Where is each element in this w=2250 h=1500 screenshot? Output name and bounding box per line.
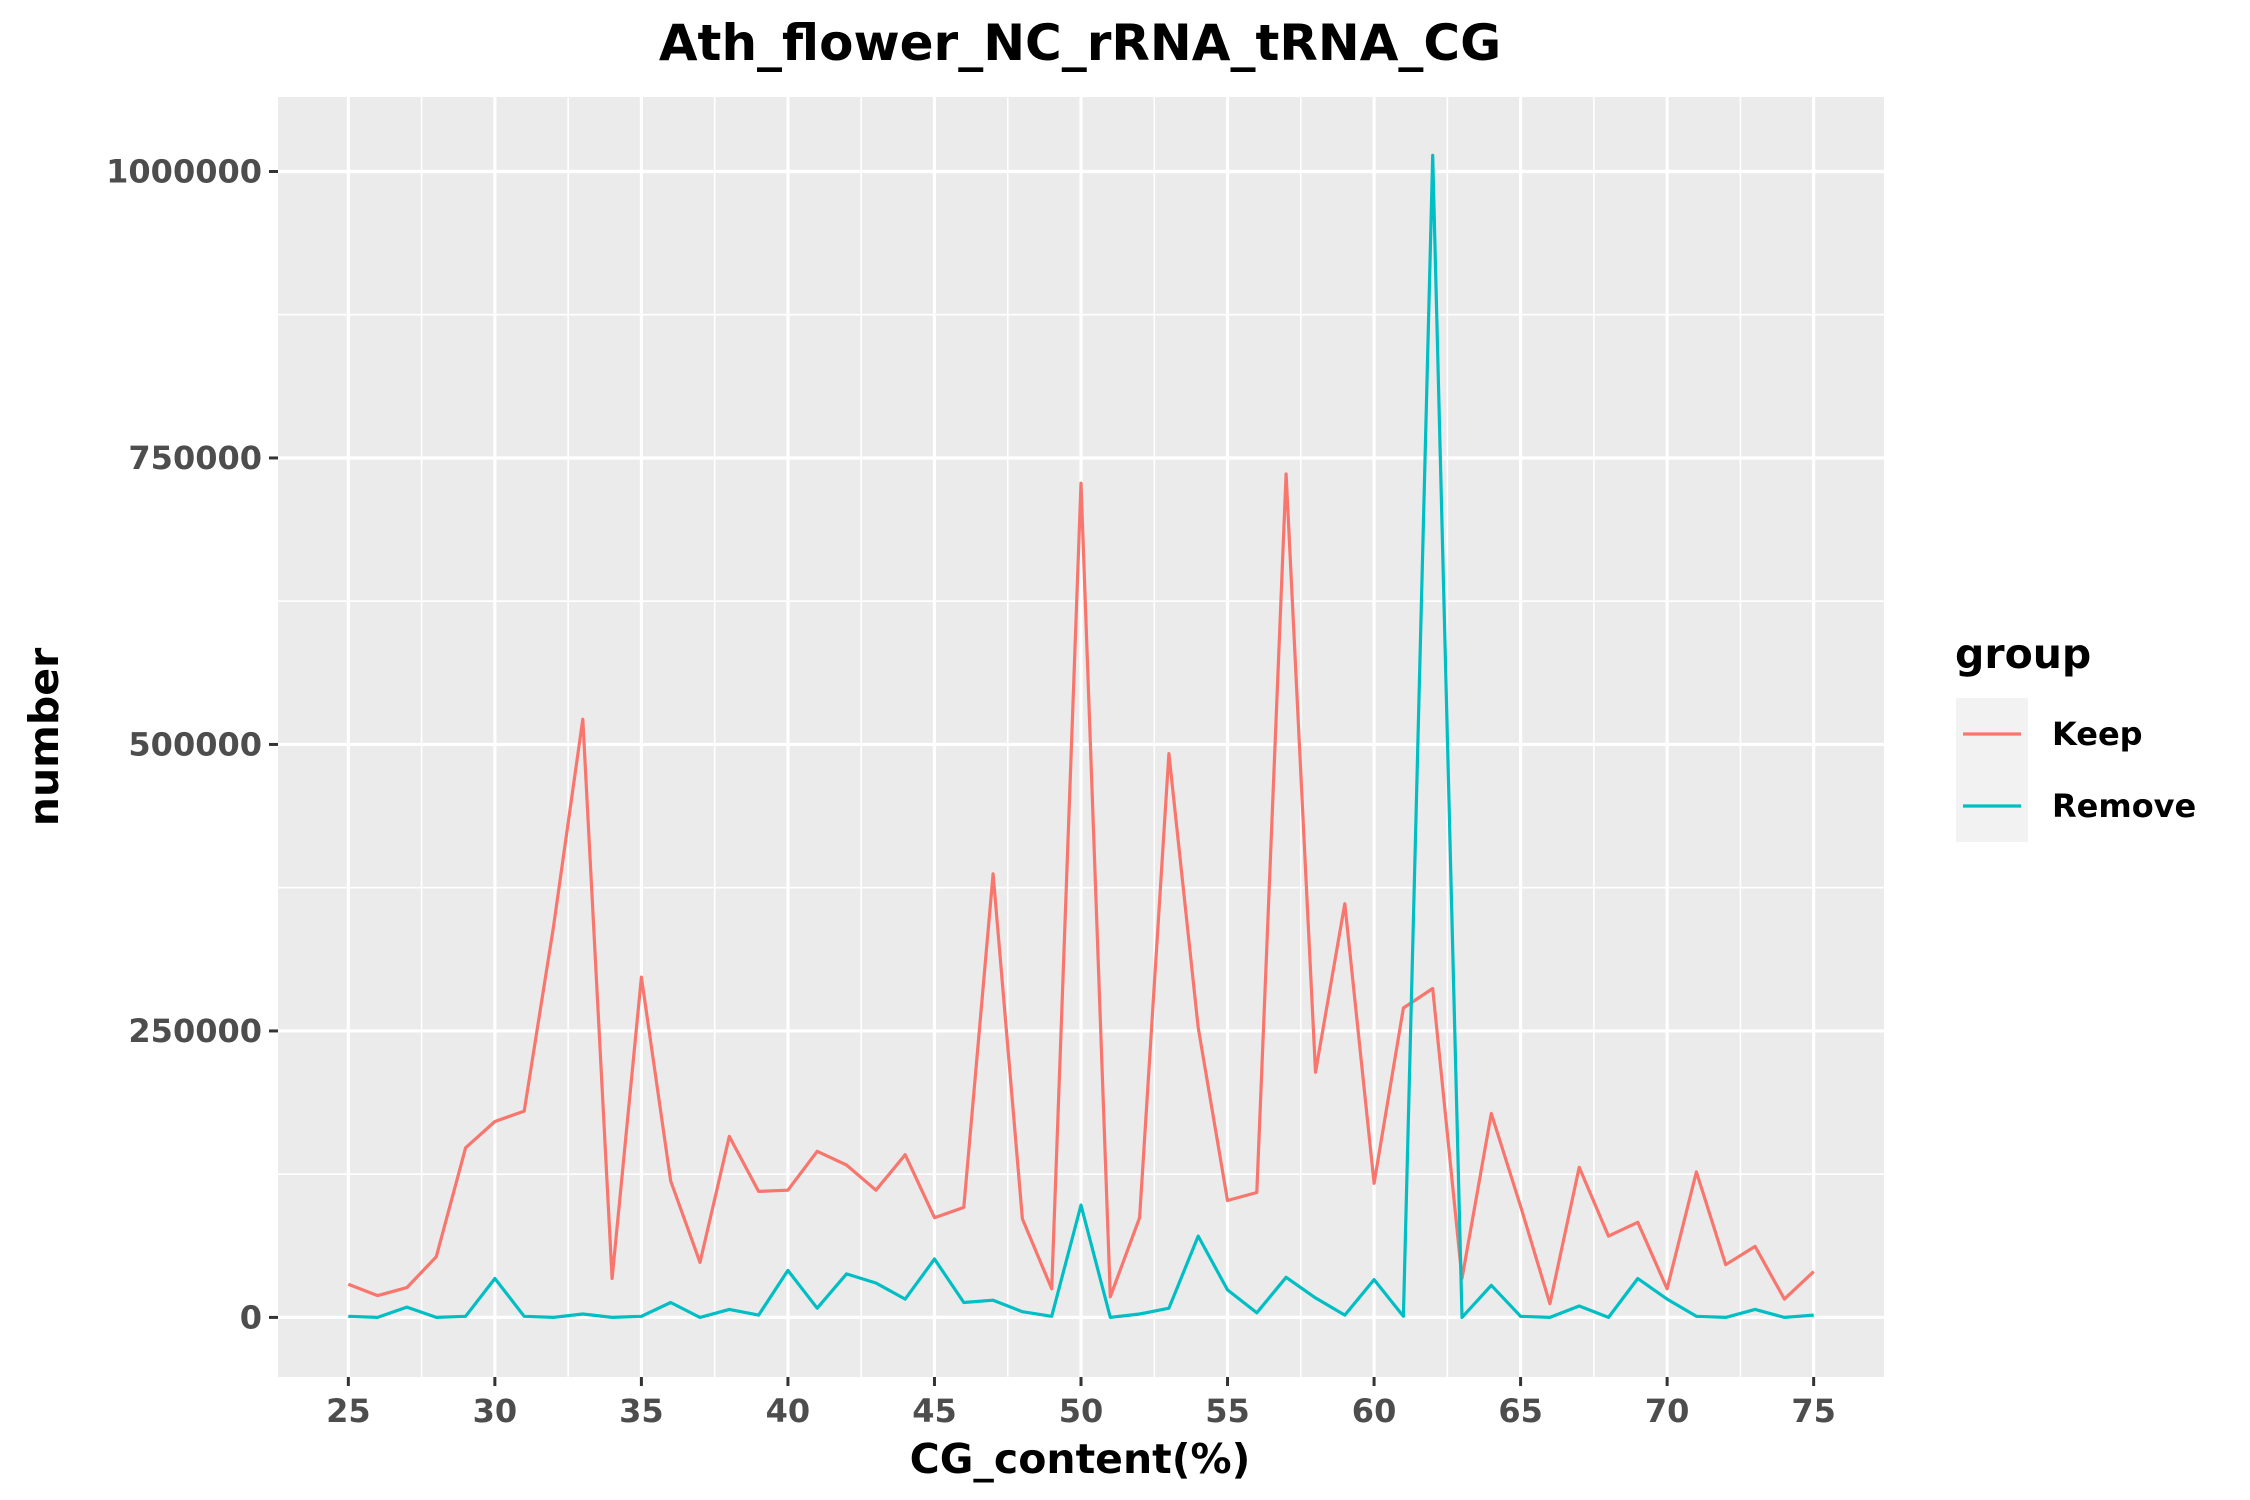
- major-gridlines: [278, 97, 1884, 1377]
- series-layer: [347, 153, 1815, 1320]
- y-tick-label: 500000: [128, 725, 262, 763]
- y-tick-label: 250000: [128, 1012, 262, 1050]
- legend-key-background: [1956, 698, 2028, 842]
- y-axis: 0 250000 500000 750000 1000000: [106, 152, 278, 1336]
- series-line-remove: [348, 153, 1814, 1320]
- legend-title: group: [1955, 630, 2091, 678]
- x-tick-label: 30: [473, 1392, 518, 1430]
- x-tick-label: 55: [1205, 1392, 1250, 1430]
- y-tick-label: 1000000: [106, 152, 262, 190]
- x-tick-label: 40: [766, 1392, 811, 1430]
- x-tick-label: 70: [1645, 1392, 1690, 1430]
- y-axis-title: number: [20, 647, 68, 826]
- x-tick-label: 75: [1791, 1392, 1836, 1430]
- x-tick-label: 65: [1498, 1392, 1543, 1430]
- x-tick-label: 50: [1059, 1392, 1104, 1430]
- legend: group Keep Remove: [1955, 630, 2196, 842]
- y-tick-label: 750000: [128, 439, 262, 477]
- x-axis-title: CG_content(%): [910, 1435, 1251, 1483]
- x-axis: 25 30 35 40 45 50 55 60 65 70 75: [326, 1377, 1836, 1430]
- legend-label-keep: Keep: [2052, 715, 2143, 753]
- y-tick-label: 0: [240, 1298, 262, 1336]
- x-tick-label: 60: [1352, 1392, 1397, 1430]
- series-line-keep: [347, 472, 1815, 1306]
- x-tick-label: 35: [619, 1392, 664, 1430]
- legend-label-remove: Remove: [2052, 787, 2196, 825]
- chart-title: Ath_flower_NC_rRNA_tRNA_CG: [659, 14, 1501, 72]
- x-tick-label: 25: [326, 1392, 371, 1430]
- x-tick-label: 45: [912, 1392, 957, 1430]
